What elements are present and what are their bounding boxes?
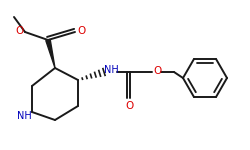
Text: O: O — [126, 101, 134, 111]
Text: NH: NH — [104, 65, 118, 75]
Text: O: O — [15, 26, 23, 36]
Text: NH: NH — [16, 111, 32, 121]
Text: O: O — [78, 26, 86, 36]
Polygon shape — [46, 39, 55, 68]
Text: O: O — [153, 66, 161, 76]
